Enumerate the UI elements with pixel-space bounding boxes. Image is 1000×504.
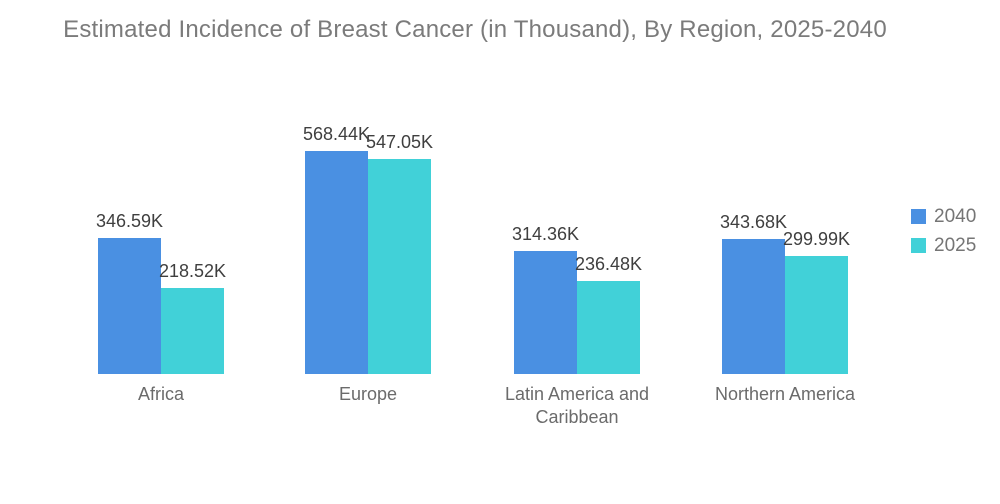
chart-title: Estimated Incidence of Breast Cancer (in…	[63, 16, 887, 43]
category-label-africa: Africa	[137, 384, 184, 404]
legend-label-2040: 2040	[934, 206, 977, 227]
bar-2025-northern-america	[785, 256, 848, 374]
bar-2040-europe	[305, 151, 368, 374]
bar-value-label-2040-africa: 346.59K	[95, 211, 164, 231]
legend: 2040 2025	[911, 206, 976, 257]
bar-value-label-2040-europe: 568.44K	[302, 124, 371, 144]
category-label-northern-america: Northern America	[714, 384, 856, 404]
bar-2025-latin-america-and-caribbean	[577, 281, 640, 374]
bar-value-label-2040-northern-america: 343.68K	[719, 212, 788, 232]
bar-value-label-2025-europe: 547.05K	[365, 132, 434, 152]
bar-value-label-2025-latin-america-and-caribbean: 236.48K	[574, 254, 643, 274]
bar-2040-latin-america-and-caribbean	[514, 251, 577, 374]
legend-label-2025: 2025	[934, 234, 977, 256]
legend-swatch-2025	[911, 238, 926, 254]
category-label-latin-america-and-caribbean: Latin America and Caribbean	[504, 384, 650, 427]
legend-item-2040: 2040	[911, 206, 976, 228]
bar-2040-northern-america	[722, 239, 785, 374]
legend-item-2025: 2025	[911, 235, 976, 257]
bar-value-label-2025-africa: 218.52K	[158, 261, 227, 281]
bar-value-label-2040-latin-america-and-caribbean: 314.36K	[511, 224, 580, 244]
category-label-europe: Europe	[338, 384, 398, 404]
bar-value-label-2025-northern-america: 299.99K	[782, 229, 851, 249]
bar-2025-africa	[161, 288, 224, 374]
bar-2025-europe	[368, 159, 431, 374]
legend-swatch-2040	[911, 209, 926, 225]
bar-2040-africa	[98, 238, 161, 374]
